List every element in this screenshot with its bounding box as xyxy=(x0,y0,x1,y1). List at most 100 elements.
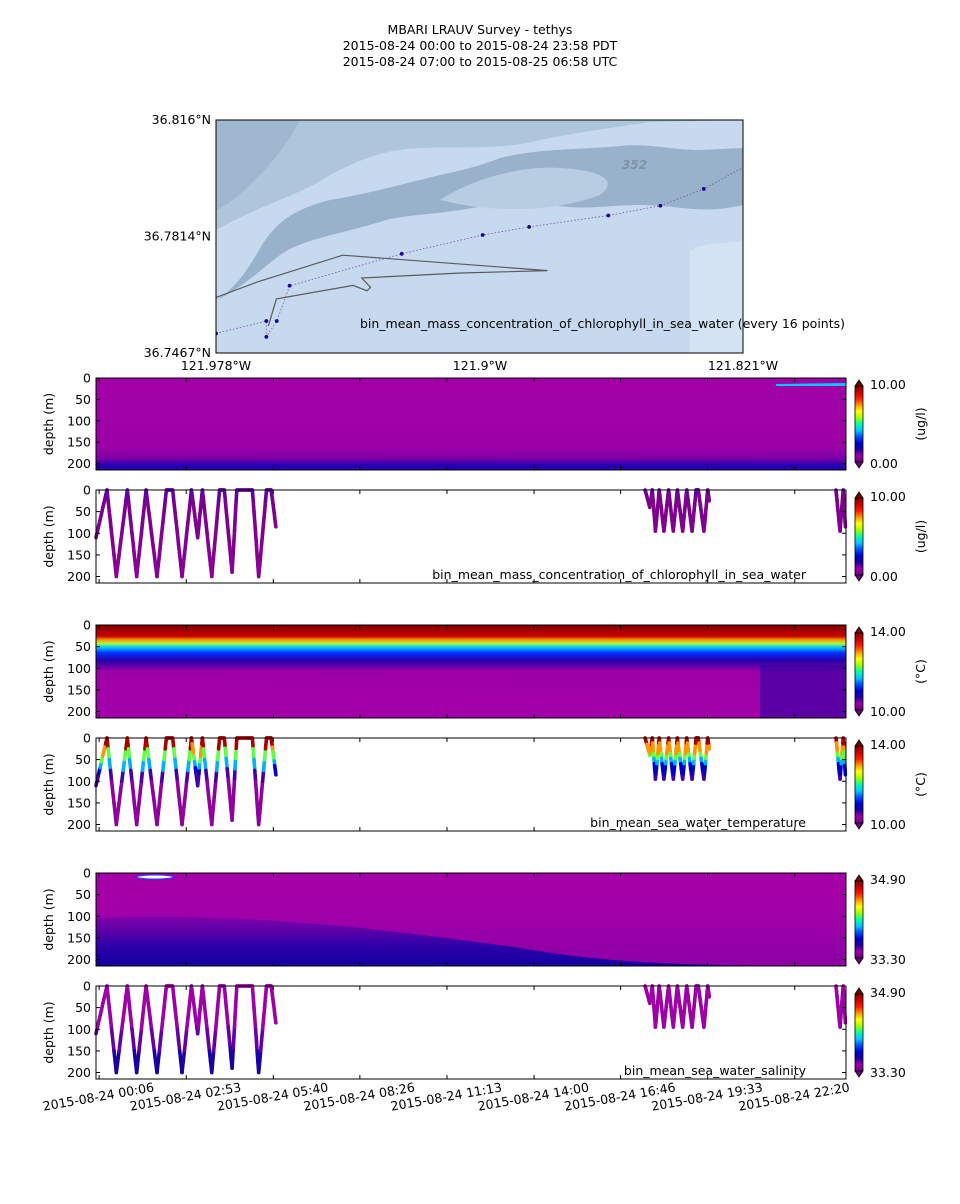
colorbar: 34.90 33.30 xyxy=(855,985,906,1080)
colorbar-unit-label: (ug/l) xyxy=(913,407,928,440)
y-tick-label: 150 xyxy=(67,1043,91,1058)
y-tick-label: 100 xyxy=(67,661,91,676)
curtain-field xyxy=(96,378,846,470)
figure-title-line3: 2015-08-24 07:00 to 2015-08-25 06:58 UTC xyxy=(0,54,960,69)
colorbar-scale xyxy=(855,386,863,462)
y-tick-label: 150 xyxy=(67,795,91,810)
y-tick-label: 150 xyxy=(67,930,91,945)
y-tick-label: 100 xyxy=(67,1022,91,1037)
colorbar-max-arrow xyxy=(855,492,863,498)
colorbar-scale xyxy=(855,746,863,823)
colorbar-max-label: 14.00 xyxy=(870,624,906,639)
curtain-deep-layer xyxy=(760,665,846,718)
y-tick-label: 50 xyxy=(75,752,91,767)
colorbar-min-arrow xyxy=(855,958,863,964)
colorbar-min-arrow xyxy=(855,710,863,716)
y-tick-label: 200 xyxy=(67,704,91,719)
curtain-surface-patch xyxy=(137,875,173,879)
y-axis-label: depth (m) xyxy=(41,640,56,702)
y-tick-label: 50 xyxy=(75,504,91,519)
colorbar-scale xyxy=(855,633,863,710)
y-tick-label: 100 xyxy=(67,413,91,428)
colorbar-max-label: 34.90 xyxy=(870,985,906,1000)
y-tick-label: 100 xyxy=(67,909,91,924)
map-sample-point xyxy=(288,284,292,288)
map-lat-tick: 36.7814°N xyxy=(144,229,211,244)
colorbar-max-label: 34.90 xyxy=(870,872,906,887)
colorbar: 34.90 33.30 xyxy=(855,872,906,967)
map-lon-tick: 121.978°W xyxy=(181,358,251,373)
y-tick-label: 0 xyxy=(83,731,91,746)
y-tick-label: 0 xyxy=(83,866,91,881)
y-tick-label: 50 xyxy=(75,1000,91,1015)
colorbar-min-label: 10.00 xyxy=(870,704,906,719)
y-axis-label: depth (m) xyxy=(41,888,56,950)
y-tick-label: 0 xyxy=(83,483,91,498)
colorbar: 10.00 0.00 (ug/l) xyxy=(855,377,928,471)
map-caption: bin_mean_mass_concentration_of_chlorophy… xyxy=(360,316,845,331)
colorbar-max-label: 10.00 xyxy=(870,489,906,504)
y-tick-label: 50 xyxy=(75,887,91,902)
colorbar-min-arrow xyxy=(855,823,863,829)
profile-caption: bin_mean_sea_water_temperature xyxy=(590,815,806,830)
y-tick-label: 200 xyxy=(67,1065,91,1080)
colorbar-max-label: 10.00 xyxy=(870,377,906,392)
colorbar-max-arrow xyxy=(855,988,863,994)
map-lon-tick: 121.821°W xyxy=(708,358,778,373)
colorbar-max-arrow xyxy=(855,627,863,633)
colorbar-scale xyxy=(855,881,863,958)
y-tick-label: 0 xyxy=(83,618,91,633)
y-axis-label: depth (m) xyxy=(41,393,56,455)
y-tick-label: 150 xyxy=(67,682,91,697)
profile-caption: bin_mean_sea_water_salinity xyxy=(624,1063,807,1078)
y-axis-label: depth (m) xyxy=(41,505,56,567)
colorbar-max-label: 14.00 xyxy=(870,737,906,752)
map-sample-point xyxy=(606,214,610,218)
map-sample-point xyxy=(527,225,531,229)
y-tick-label: 200 xyxy=(67,817,91,832)
map-sample-point xyxy=(275,319,279,323)
map-sample-point xyxy=(702,187,706,191)
profile-chlorophyll-panel: bin_mean_mass_concentration_of_chlorophy… xyxy=(41,483,928,585)
map-lon-tick: 121.9°W xyxy=(453,358,507,373)
profile-segment xyxy=(275,1018,276,1023)
y-tick-label: 200 xyxy=(67,569,91,584)
y-axis-label: depth (m) xyxy=(41,753,56,815)
colorbar-min-label: 33.30 xyxy=(870,952,906,967)
colorbar-min-arrow xyxy=(855,1071,863,1077)
figure-title-line1: MBARI LRAUV Survey - tethys xyxy=(0,22,960,37)
profile-caption: bin_mean_mass_concentration_of_chlorophy… xyxy=(432,567,807,582)
y-tick-label: 100 xyxy=(67,526,91,541)
colorbar: 14.00 10.00 (°C) xyxy=(855,624,928,719)
profile-salinity-panel: bin_mean_sea_water_salinity 0 50 100 150 200 d… xyxy=(41,979,906,1081)
colorbar-min-arrow xyxy=(855,462,863,468)
colorbar-scale xyxy=(855,498,863,575)
colorbar: 10.000.00(ug/l) xyxy=(855,489,928,584)
map-lat-tick: 36.816°N xyxy=(152,112,211,127)
colorbar-unit-label: (ug/l) xyxy=(913,520,928,553)
colorbar-min-label: 33.30 xyxy=(870,1065,906,1080)
y-axis-label: depth (m) xyxy=(41,1001,56,1063)
colorbar-unit-label: (°C) xyxy=(913,659,928,684)
colorbar-min-label: 0.00 xyxy=(870,456,898,471)
slope-light xyxy=(690,240,743,353)
map-sample-point xyxy=(747,162,751,166)
map-sample-point xyxy=(400,252,404,256)
y-tick-label: 0 xyxy=(83,371,91,386)
map-sample-point xyxy=(264,335,268,339)
colorbar-max-arrow xyxy=(855,875,863,881)
y-tick-label: 150 xyxy=(67,547,91,562)
y-tick-label: 50 xyxy=(75,392,91,407)
y-tick-label: 0 xyxy=(83,979,91,994)
map-sample-point xyxy=(481,233,485,237)
y-tick-label: 100 xyxy=(67,774,91,789)
colorbar-unit-label: (°C) xyxy=(913,772,928,797)
profile-segment xyxy=(275,522,276,527)
profile-temperature-panel: bin_mean_sea_water_temperature 0 50 100 150 2… xyxy=(41,731,928,833)
y-tick-label: 200 xyxy=(67,456,91,471)
colorbar-scale xyxy=(855,994,863,1071)
